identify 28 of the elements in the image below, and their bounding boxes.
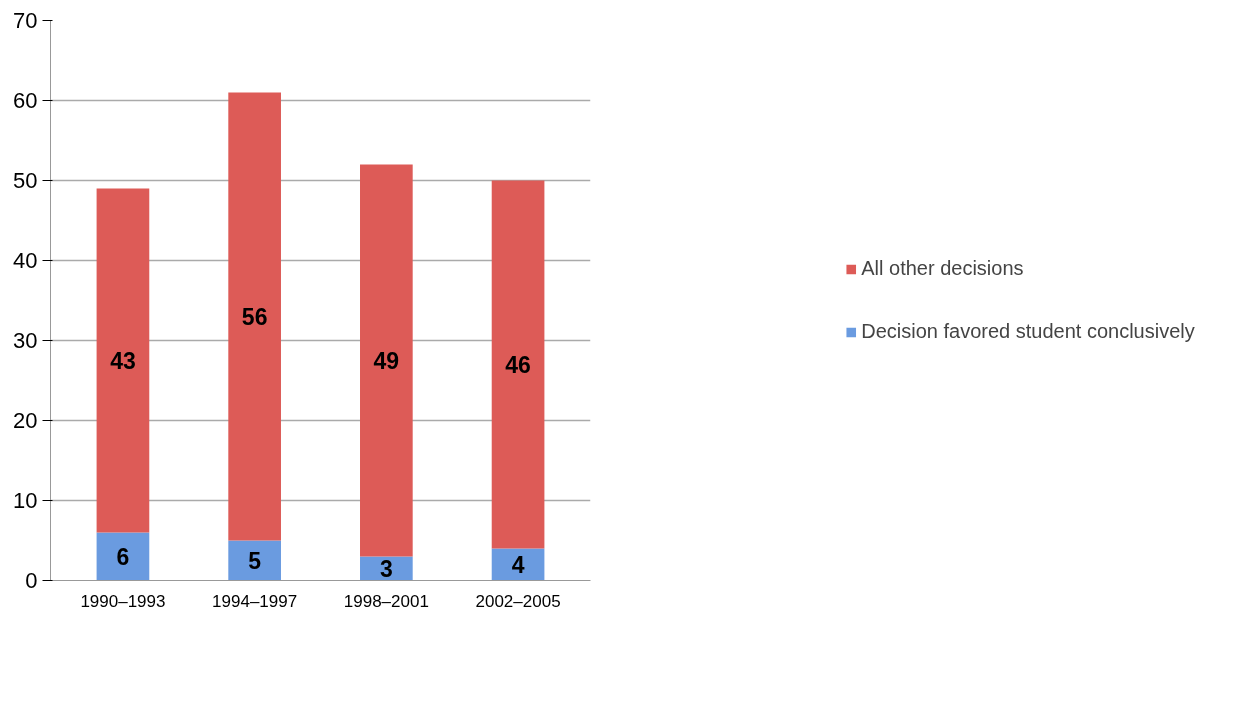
data-label: 49 — [373, 348, 400, 374]
y-tick-label: 70 — [13, 8, 38, 33]
bar — [96, 532, 150, 581]
data-label: 5 — [248, 548, 262, 574]
y-tick-label: 60 — [13, 88, 38, 113]
y-tick-label: 0 — [25, 568, 38, 593]
bar — [228, 540, 281, 581]
bar — [491, 180, 545, 549]
y-tick-label: 20 — [13, 408, 38, 433]
data-label: 56 — [241, 304, 268, 330]
y-tick-label: 10 — [13, 488, 38, 513]
y-tick-label: 40 — [13, 248, 38, 273]
data-label: 46 — [505, 352, 531, 378]
x-tick-label: 2002–2005 — [475, 591, 561, 611]
data-label: 4 — [511, 552, 525, 578]
data-label: 3 — [379, 556, 393, 582]
y-tick-label: 50 — [13, 168, 38, 193]
y-tick-label: 30 — [13, 328, 38, 353]
data-label: 6 — [116, 544, 130, 570]
legend-label: All other decisions — [861, 257, 1024, 280]
bar — [360, 164, 413, 557]
x-tick-label: 1998–2001 — [343, 591, 429, 611]
bar — [228, 92, 281, 541]
x-tick-label: 1990–1993 — [80, 591, 166, 611]
data-label: 43 — [110, 348, 136, 374]
bar — [96, 188, 150, 533]
x-tick-label: 1994–1997 — [212, 591, 298, 611]
legend-label: Decision favored student conclusively — [861, 320, 1195, 343]
